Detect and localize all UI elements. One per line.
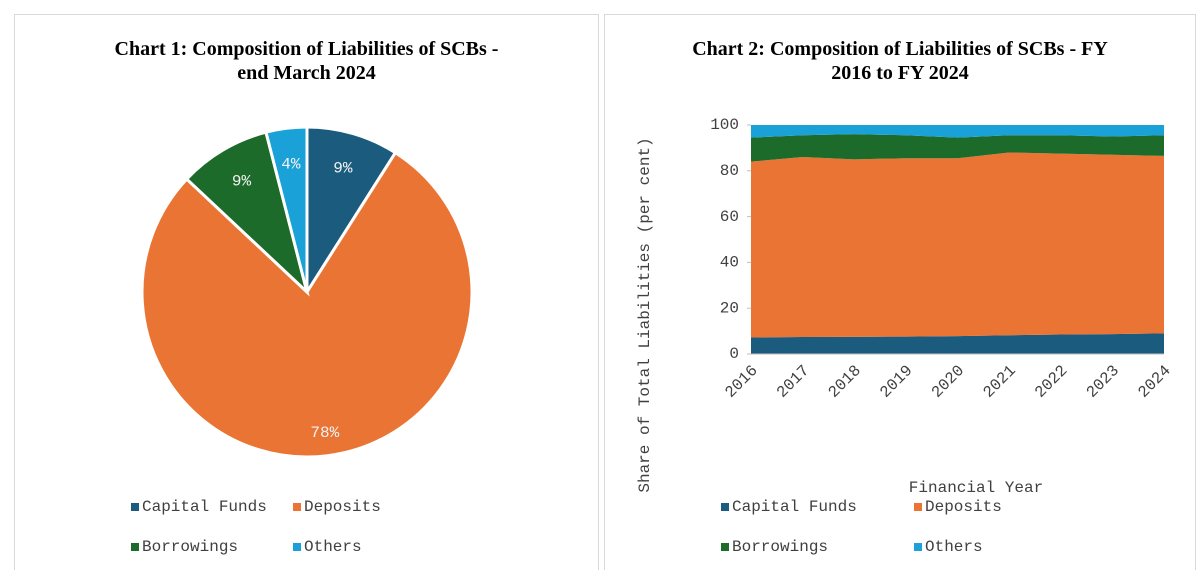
data-label: 9% — [232, 172, 252, 190]
pie-slice — [184, 130, 310, 297]
x-tick-label: 2021 — [980, 362, 1020, 402]
pie-slice — [305, 125, 398, 298]
legend-label: Deposits — [925, 498, 1002, 516]
pie-slice — [264, 125, 309, 293]
panel: Chart 1: Composition of Liabilities of S… — [14, 14, 599, 570]
x-tick-label: 2024 — [1135, 362, 1175, 402]
data-label: 78% — [310, 424, 339, 442]
y-tick-label: 20 — [720, 299, 739, 317]
area — [751, 134, 1164, 162]
data-label: 9% — [333, 160, 353, 178]
chart-title: Chart 2: Composition of Liabilities of S… — [692, 38, 1108, 84]
legend-swatch — [721, 543, 729, 551]
legend-label: Deposits — [304, 498, 381, 516]
panel: Chart 2: Composition of Liabilities of S… — [604, 14, 1196, 570]
y-tick-label: 40 — [720, 254, 739, 272]
legend-label: Capital Funds — [732, 498, 857, 516]
legend-label: Others — [304, 538, 362, 556]
x-tick-label: 2019 — [877, 362, 917, 402]
area — [751, 333, 1164, 354]
data-label: 4% — [281, 156, 301, 174]
x-axis-title: Financial Year — [909, 479, 1043, 497]
x-tick-label: 2017 — [773, 362, 813, 402]
y-axis-title: Share of Total Liabilities (per cent) — [636, 137, 654, 492]
y-tick-label: 60 — [720, 208, 739, 226]
pie-slice — [140, 150, 474, 459]
chart: 9% 78% 9% 4% Capital Funds Deposits Borrowings… — [131, 125, 474, 556]
x-tick-label: 2016 — [722, 362, 762, 402]
y-tick-label: 80 — [720, 162, 739, 180]
area — [751, 152, 1164, 338]
y-tick-label: 100 — [710, 116, 739, 134]
legend-swatch — [131, 543, 139, 551]
x-tick-label: 2022 — [1031, 362, 1071, 402]
legend-swatch — [293, 543, 301, 551]
legend-swatch — [131, 503, 139, 511]
x-tick-label: 2018 — [825, 362, 865, 402]
chart: 0 20 40 60 80 100 2016 2017 2018 2019 2020 2021 2022… — [636, 116, 1175, 556]
legend-label: Others — [925, 538, 983, 556]
x-tick-label: 2023 — [1083, 362, 1123, 402]
legend-swatch — [914, 503, 922, 511]
legend-swatch — [914, 543, 922, 551]
legend-label: Capital Funds — [142, 498, 267, 516]
area — [751, 125, 1164, 138]
legend-label: Borrowings — [142, 538, 238, 556]
legend-swatch — [721, 503, 729, 511]
legend-swatch — [293, 503, 301, 511]
x-tick-label: 2020 — [928, 362, 968, 402]
legend-label: Borrowings — [732, 538, 828, 556]
y-tick-label: 0 — [729, 345, 739, 363]
chart-title: Chart 1: Composition of Liabilities of S… — [114, 38, 499, 84]
